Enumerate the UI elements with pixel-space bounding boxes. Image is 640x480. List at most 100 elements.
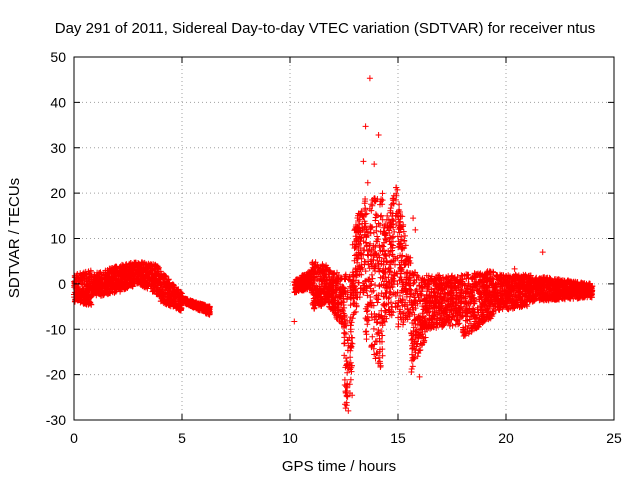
data-point	[341, 324, 347, 331]
data-point	[167, 283, 174, 290]
data-point	[486, 300, 493, 307]
data-point	[471, 313, 478, 320]
data-point	[381, 239, 388, 246]
data-point	[414, 353, 421, 360]
data-point	[399, 252, 406, 259]
data-point	[402, 232, 408, 239]
data-point	[140, 279, 147, 286]
data-point	[423, 309, 430, 316]
data-point	[407, 286, 414, 293]
data-point	[116, 281, 123, 288]
data-point	[374, 319, 381, 325]
data-point	[450, 297, 456, 304]
data-point	[431, 312, 438, 319]
data-point	[400, 258, 407, 265]
data-point	[168, 297, 175, 304]
data-point	[141, 259, 148, 266]
data-point	[364, 307, 371, 314]
data-point	[352, 308, 359, 315]
data-point	[121, 278, 128, 285]
data-point	[309, 264, 316, 271]
data-point	[369, 333, 376, 340]
data-point	[497, 300, 504, 307]
data-point	[368, 201, 375, 208]
data-point	[420, 335, 427, 342]
data-point	[379, 190, 386, 197]
data-point	[381, 318, 388, 325]
data-point	[441, 294, 448, 301]
data-point	[370, 325, 377, 332]
data-point	[475, 323, 482, 330]
data-point	[363, 283, 370, 290]
data-point	[93, 278, 100, 285]
data-point	[205, 309, 212, 316]
data-point	[431, 304, 438, 311]
data-point	[81, 276, 88, 283]
data-point	[314, 290, 320, 297]
data-point	[340, 308, 347, 314]
data-point	[349, 269, 356, 276]
data-point	[390, 197, 397, 204]
data-point	[343, 399, 350, 406]
data-point	[496, 296, 502, 303]
data-point	[350, 300, 357, 307]
data-point	[375, 360, 382, 367]
data-point	[383, 253, 390, 260]
data-point	[89, 292, 96, 299]
data-point	[417, 331, 424, 338]
data-point	[497, 304, 503, 311]
data-point	[361, 200, 368, 207]
data-point	[136, 267, 143, 274]
data-point	[474, 287, 481, 294]
data-point	[379, 322, 386, 329]
data-point	[370, 287, 377, 294]
data-point	[157, 268, 164, 275]
data-point	[450, 303, 457, 310]
data-point	[313, 287, 320, 294]
data-point	[124, 269, 131, 276]
data-point	[452, 276, 459, 283]
data-point	[88, 277, 95, 284]
data-point	[80, 269, 87, 276]
data-point	[145, 260, 152, 267]
data-point	[367, 285, 374, 292]
data-point	[395, 323, 402, 330]
data-point	[511, 292, 517, 299]
data-point	[390, 192, 397, 199]
data-point	[373, 319, 380, 326]
data-point	[397, 209, 403, 215]
data-point	[524, 303, 531, 310]
data-point	[187, 300, 194, 306]
data-point	[383, 301, 390, 308]
data-point	[453, 277, 460, 284]
data-point	[297, 279, 303, 286]
data-point	[412, 349, 419, 356]
data-point	[400, 319, 407, 325]
data-point	[396, 224, 403, 231]
data-point	[377, 213, 384, 220]
data-point	[360, 289, 366, 296]
data-point	[373, 223, 380, 230]
data-point	[453, 307, 460, 314]
data-point	[363, 243, 370, 250]
data-point	[354, 294, 361, 301]
data-point	[363, 239, 369, 246]
data-point	[341, 334, 348, 341]
data-points	[71, 75, 596, 414]
data-point	[159, 273, 166, 280]
data-point	[129, 266, 136, 272]
data-point	[375, 327, 382, 333]
data-point	[417, 319, 424, 326]
data-point	[204, 305, 211, 312]
data-point	[396, 261, 403, 268]
data-point	[397, 306, 404, 313]
data-point	[75, 287, 82, 294]
data-point	[409, 363, 416, 370]
data-point	[397, 218, 404, 225]
data-point	[402, 261, 408, 268]
data-point	[342, 405, 349, 412]
data-point	[343, 355, 349, 362]
data-point	[350, 295, 357, 302]
data-point	[390, 224, 397, 231]
data-point	[143, 265, 150, 271]
